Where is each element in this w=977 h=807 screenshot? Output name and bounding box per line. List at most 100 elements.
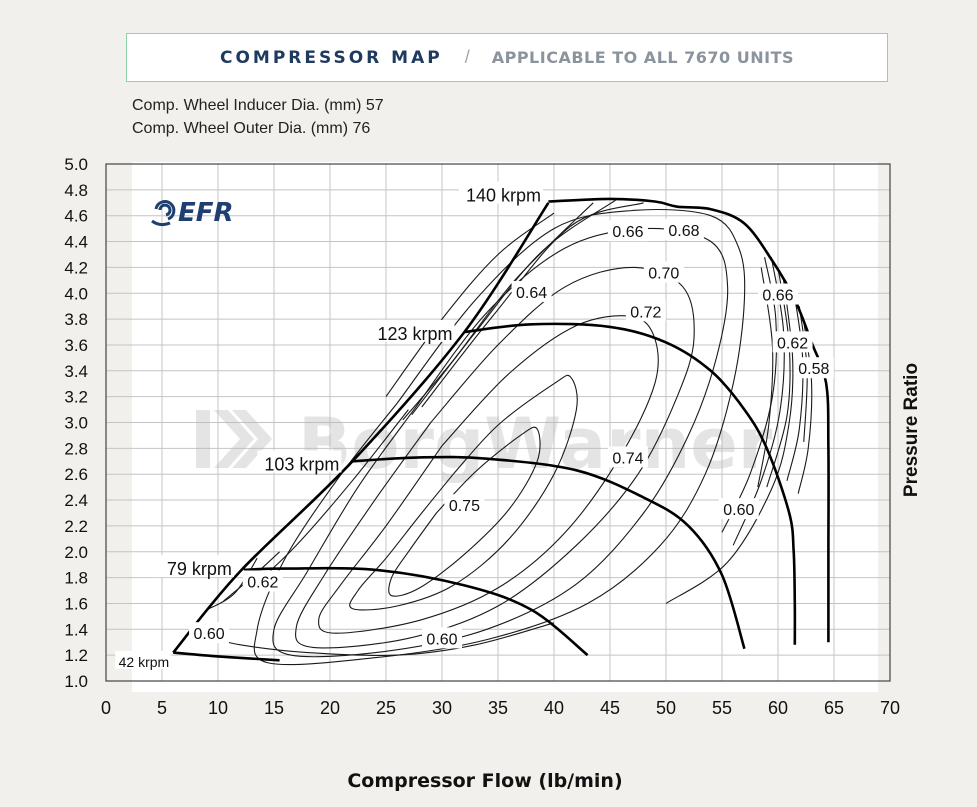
efficiency-contour [402,202,594,421]
x-tick-label: 70 [880,698,900,718]
y-tick-label: 2.8 [64,439,88,458]
speed-label-bg [257,450,342,473]
efficiency-contour [385,212,555,397]
swirl-icon [151,200,176,227]
efficiency-label-bg [793,357,834,379]
y-tick-label: 1.6 [64,594,88,613]
y-tick-label: 3.8 [64,310,88,329]
y-tick-label: 3.6 [64,336,88,355]
efficiency-contour [251,409,409,589]
y-tick-label: 1.0 [64,672,88,691]
speed-label: 123 krpm [378,324,453,344]
x-tick-label: 20 [320,698,340,718]
efficiency-contour [411,199,616,416]
efficiency-label-bg [663,218,704,240]
efficiency-label-bg [607,220,648,242]
x-tick-label: 35 [488,698,508,718]
efficiency-label: 0.66 [762,288,793,305]
efficiency-label-bg [607,446,648,468]
efficiency-label: 0.70 [648,266,679,283]
y-tick-label: 1.8 [64,569,88,588]
labels-layer: 0.66 0.68 0.70 0.64 0.72 0.66 0.62 0.58 0.74 0.75… [115,181,834,670]
speed-label-bg [149,555,234,578]
efficiency-contour [388,426,541,597]
x-tick-label: 15 [264,698,284,718]
y-tick-label: 1.4 [64,620,88,639]
efficiency-label: 0.60 [426,631,457,648]
x-axis-label: Compressor Flow (lb/min) [347,770,623,792]
efficiency-label-bg [242,570,283,592]
speed-line [352,455,746,650]
speed-line [464,322,797,645]
y-tick-label: 3.0 [64,414,88,433]
efficiency-contour [206,557,258,611]
efficiency-label: 0.60 [723,502,754,519]
speed-label: 42 krpm [119,654,170,670]
x-tick-label: 10 [208,698,228,718]
y-tick-label: 1.2 [64,646,88,665]
efficiency-label: 0.68 [668,223,699,240]
chart-title: COMPRESSOR MAP [219,47,443,68]
title-banner: COMPRESSOR MAP / APPLICABLE TO ALL 7670 … [126,33,888,82]
efficiency-label-bg [444,494,485,516]
axes: 0 5 10 15 20 25 30 35 40 45 50 55 60 65 70 1.0 1.2 1.4 1.6… [64,155,900,718]
speed-line [243,566,589,657]
x-tick-label: 50 [656,698,676,718]
outer-diameter-spec: Comp. Wheel Outer Dia. (mm) 76 [132,120,371,137]
efficiency-label: 0.66 [612,224,643,241]
efr-logo-text: EFR [178,198,234,228]
plot-frame [105,163,891,682]
surge-line [172,202,550,654]
y-tick-label: 2.6 [64,465,88,484]
efficiency-label-bg [758,283,798,305]
efficiency-label-bg [625,300,666,322]
x-tick-label: 45 [600,698,620,718]
inducer-diameter-spec: Comp. Wheel Inducer Dia. (mm) 57 [132,97,384,114]
y-axis-label: Pressure Ratio [901,362,922,498]
watermark-text: BorgWarner [298,403,773,485]
efficiency-label: 0.64 [516,285,547,302]
efficiency-contour [253,208,746,666]
x-tick-label: 0 [101,698,111,718]
x-tick-label: 25 [376,698,396,718]
grid [105,163,891,682]
speed-label: 103 krpm [264,454,339,474]
speed-label: 79 krpm [167,559,232,579]
speed-label-bg [115,650,172,669]
efficiency-label: 0.75 [449,498,480,515]
efficiency-label: 0.58 [798,361,829,378]
efficiency-contour [197,622,555,657]
efficiency-label-bg [718,498,759,520]
efficiency-label: 0.62 [247,574,278,591]
y-tick-label: 4.0 [64,284,88,303]
speed-line [173,651,280,662]
efficiency-label-bg [643,261,684,283]
y-tick-label: 2.2 [64,517,88,536]
efr-logo: EFR [151,198,234,228]
x-tick-label: 60 [768,698,788,718]
efficiency-contour [272,227,729,658]
x-tick-label: 5 [157,698,167,718]
borgwarner-watermark: BorgWarner [196,403,773,485]
efficiency-label-bg [511,280,552,302]
y-tick-label: 4.8 [64,181,88,200]
y-tick-label: 2.4 [64,491,88,510]
efficiency-label: 0.60 [193,626,224,643]
efficiency-label-bg [189,622,230,644]
chart-subtitle: APPLICABLE TO ALL 7670 UNITS [491,48,795,67]
efficiency-contour [295,266,695,649]
series-layer [172,197,830,666]
efficiency-label: 0.62 [777,335,808,352]
title-separator: / [464,47,470,67]
y-tick-label: 3.2 [64,388,88,407]
speed-label-bg [459,181,544,204]
efficiency-contour [318,315,659,634]
efficiency-label-bg [422,627,462,649]
speed-label: 140 krpm [466,186,541,206]
speed-label-bg [370,319,455,342]
efficiency-contour [421,202,644,408]
efficiency-label: 0.74 [612,450,643,467]
y-tick-label: 3.4 [64,362,88,381]
efficiency-label: 0.72 [630,304,661,321]
